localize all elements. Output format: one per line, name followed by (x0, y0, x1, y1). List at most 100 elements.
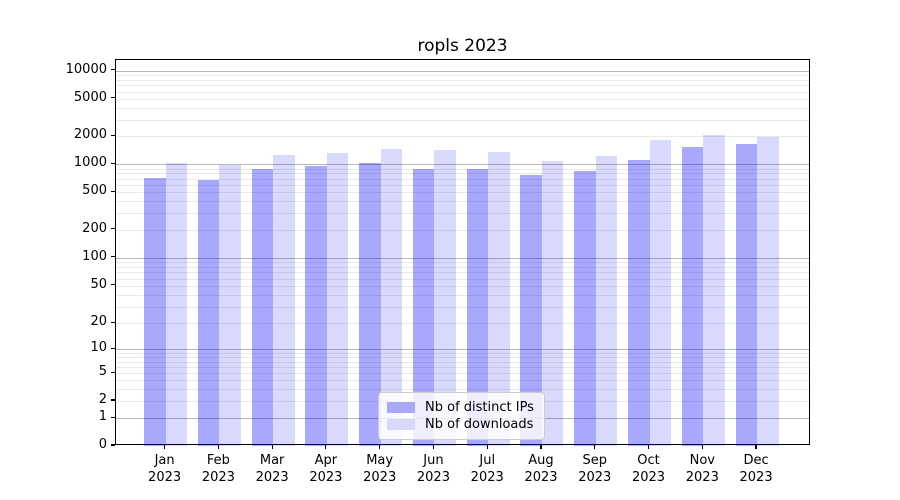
bar-downloads (380, 148, 403, 446)
y-tick-mark (110, 347, 115, 349)
x-tick-year: 2023 (470, 470, 504, 485)
y-tick-label: 10000 (65, 61, 107, 77)
bar-downloads (757, 136, 779, 446)
bar-distinct-ips (251, 169, 274, 446)
x-tick-label: Apr 2023 (294, 452, 358, 486)
bar-distinct-ips (305, 165, 327, 446)
minor-gridline (116, 192, 809, 194)
minor-gridline (116, 352, 809, 354)
y-tick-mark (110, 190, 115, 192)
x-tick-label: Feb 2023 (186, 452, 250, 486)
minor-gridline (116, 136, 809, 138)
x-tick-label: Jul 2023 (455, 452, 519, 486)
major-gridline (116, 257, 809, 259)
bar-distinct-ips (574, 170, 596, 446)
y-tick-label: 500 (82, 183, 107, 199)
x-tick-month: Sep (582, 453, 607, 468)
bar-distinct-ips (197, 179, 220, 446)
x-tick-label: Nov 2023 (670, 452, 734, 486)
minor-gridline (116, 380, 809, 382)
y-tick-mark (110, 256, 115, 258)
y-tick-label: 20 (90, 314, 107, 330)
y-tick-mark (110, 134, 115, 136)
bar-downloads (595, 155, 618, 446)
major-gridline (116, 164, 809, 166)
minor-gridline (116, 278, 809, 280)
minor-gridline (116, 323, 809, 325)
y-tick-mark (110, 321, 115, 323)
x-tick-year: 2023 (739, 470, 773, 485)
x-tick-month: Feb (206, 453, 230, 468)
x-tick-mark (217, 445, 219, 449)
minor-gridline (116, 373, 809, 375)
bar-distinct-ips (520, 174, 542, 446)
x-tick-mark (271, 445, 273, 449)
y-tick-label: 1000 (73, 155, 107, 171)
x-tick-year: 2023 (201, 470, 235, 485)
x-tick-mark (540, 445, 542, 449)
x-tick-label: Jun 2023 (401, 452, 465, 486)
legend-label: Nb of downloads (425, 417, 534, 432)
bar-distinct-ips (144, 177, 166, 446)
x-tick-month: Nov (689, 453, 715, 468)
plot-area (115, 59, 810, 446)
x-tick-year: 2023 (255, 470, 289, 485)
x-tick-mark (701, 445, 703, 449)
bar-downloads (488, 152, 510, 446)
bar-downloads (541, 160, 564, 446)
minor-gridline (116, 357, 809, 359)
minor-gridline (116, 85, 809, 87)
x-tick-month: Jul (479, 453, 496, 468)
x-tick-month: Apr (314, 453, 338, 468)
bar-downloads (165, 162, 188, 446)
legend-swatch (387, 419, 415, 430)
bar-distinct-ips (628, 159, 650, 446)
x-tick-label: Oct 2023 (617, 452, 681, 486)
minor-gridline (116, 262, 809, 264)
minor-gridline (116, 306, 809, 308)
minor-gridline (116, 178, 809, 180)
bar-distinct-ips (466, 168, 489, 446)
bar-downloads (434, 150, 456, 446)
minor-gridline (116, 229, 809, 231)
x-tick-year: 2023 (524, 470, 558, 485)
y-tick-label: 0 (98, 437, 107, 452)
x-tick-year: 2023 (631, 470, 666, 485)
minor-gridline (116, 388, 809, 390)
minor-gridline (116, 91, 809, 93)
legend-label: Nb of distinct IPs (425, 400, 534, 415)
legend: Nb of distinct IPs Nb of downloads (378, 392, 545, 440)
x-tick-month: May (366, 453, 394, 468)
minor-gridline (116, 75, 809, 77)
minor-gridline (116, 98, 809, 100)
major-gridline (116, 349, 809, 351)
x-tick-year: 2023 (578, 470, 612, 485)
bar-distinct-ips (735, 144, 758, 446)
bar-downloads (703, 135, 725, 446)
y-tick-mark (110, 399, 115, 401)
bar-downloads (273, 154, 295, 446)
x-tick-label: Aug 2023 (509, 452, 573, 486)
minor-gridline (116, 185, 809, 186)
minor-gridline (116, 266, 809, 268)
y-tick-label: 1 (98, 409, 107, 425)
y-tick-mark (110, 97, 115, 99)
y-tick-mark (110, 284, 115, 286)
x-tick-month: Jan (154, 453, 175, 468)
x-tick-month: Oct (637, 453, 660, 468)
x-tick-mark (164, 445, 166, 449)
minor-gridline (116, 213, 809, 215)
minor-gridline (116, 366, 809, 368)
bar-downloads (326, 152, 349, 446)
x-tick-month: Mar (259, 453, 285, 468)
y-tick-mark (110, 228, 115, 230)
x-tick-month: Dec (743, 453, 769, 468)
bar-distinct-ips (359, 162, 381, 446)
x-tick-label: Mar 2023 (240, 452, 304, 486)
legend-entry: Nb of distinct IPs (387, 399, 536, 416)
y-tick-label: 5 (98, 364, 107, 380)
x-tick-mark (379, 445, 381, 449)
y-tick-mark (110, 371, 115, 373)
minor-gridline (116, 168, 809, 170)
